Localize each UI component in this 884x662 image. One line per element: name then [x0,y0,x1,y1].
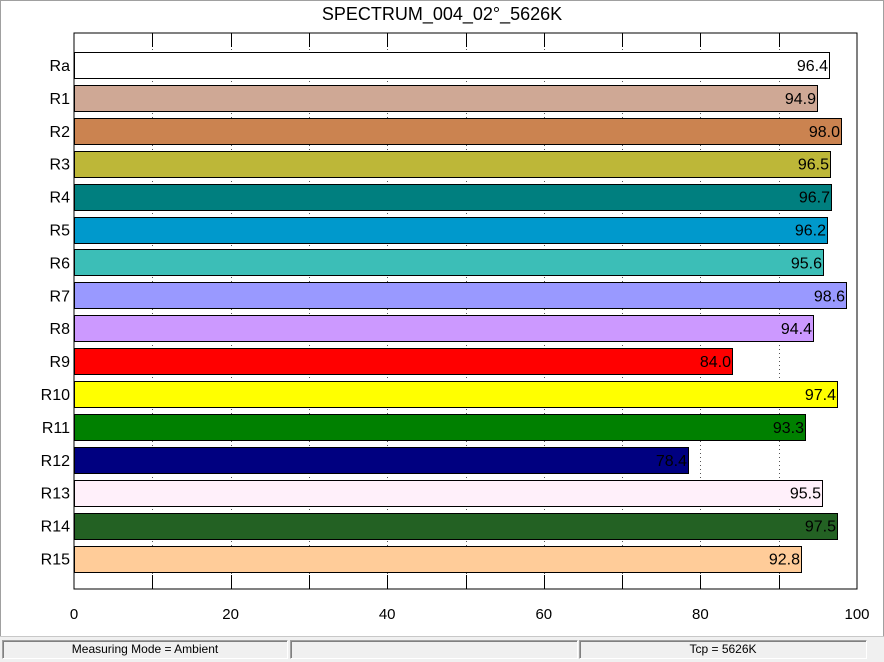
value-label-r2: 98.0 [809,124,840,141]
value-label-r6: 95.6 [791,255,822,272]
bars: 96.4 94.9 98.0 96.5 96.7 96.2 95.6 98.694.4 84.0… [74,52,847,573]
category-label-r8: R8 [50,321,71,338]
bar-r7 [74,282,847,309]
status-tcp: Tcp = 5626K [579,640,867,659]
category-label-r10: R10 [41,387,70,404]
value-label-r14: 97.5 [805,519,836,536]
x-tick-label: 0 [70,606,78,623]
bar-r5 [74,217,828,244]
category-label-ra: Ra [50,58,71,75]
status-bar: Measuring Mode = Ambient Tcp = 5626K [0,636,884,662]
x-tick-label: 80 [692,606,709,623]
value-label-r10: 97.4 [805,387,836,404]
bar-r3 [74,151,831,178]
cri-bar-chart: SPECTRUM_004_02°_5626K 96.494.998.096.59… [41,4,870,623]
category-label-r1: R1 [50,91,71,108]
x-tick-label: 60 [535,606,552,623]
category-label-r12: R12 [41,453,70,470]
bar-r11 [74,414,806,441]
category-label-r7: R7 [50,288,71,305]
bar-r9 [74,348,733,375]
bar-r12 [74,447,689,474]
bar-ra [74,52,830,79]
bar-r1 [74,85,818,112]
category-label-r14: R14 [41,519,70,536]
value-label-r9: 84.0 [700,354,731,371]
x-tick-label: 100 [844,606,869,623]
value-label-r5: 96.2 [795,223,826,240]
bar-r14 [74,513,838,540]
bar-r6 [74,249,824,276]
value-label-r7: 98.6 [814,288,845,305]
category-label-r6: R6 [50,255,71,272]
value-label-r4: 96.7 [799,190,830,207]
category-label-r2: R2 [50,124,71,141]
status-middle [290,640,578,659]
bar-r4 [74,184,832,211]
status-measuring-mode: Measuring Mode = Ambient [2,640,288,659]
bar-r8 [74,315,814,342]
category-label-r9: R9 [50,354,71,371]
chart-title: SPECTRUM_004_02°_5626K [322,4,562,25]
value-label-ra: 96.4 [797,58,828,75]
plot-frame [73,32,858,590]
bar-r10 [74,381,838,408]
category-labels: Ra R1 R2 R3 R4 R5 R6 R7 R8 R9 R10 R11 R12 R13 R14 R15 [41,58,70,569]
category-label-r11: R11 [42,420,70,437]
value-label-r12: 78.4 [656,453,687,470]
bar-r13 [74,480,823,507]
x-tick-label: 40 [379,606,396,623]
category-label-r15: R15 [41,552,70,569]
category-label-r4: R4 [50,190,71,207]
category-label-r13: R13 [41,486,70,503]
value-label-r3: 96.5 [798,157,829,174]
x-axis-ticks: 0 20 40 60 80 100 [70,606,870,623]
value-label-r13: 95.5 [790,486,821,503]
bar-r2 [74,118,842,145]
value-label-r1: 94.9 [785,91,816,108]
x-tick-label: 20 [222,606,239,623]
bar-r15 [74,546,802,573]
value-label-r11: 93.3 [773,420,804,437]
category-label-r3: R3 [50,157,71,174]
value-label-r15: 92.8 [769,552,800,569]
value-label-r8: 94.4 [781,321,812,338]
category-label-r5: R5 [50,223,71,240]
